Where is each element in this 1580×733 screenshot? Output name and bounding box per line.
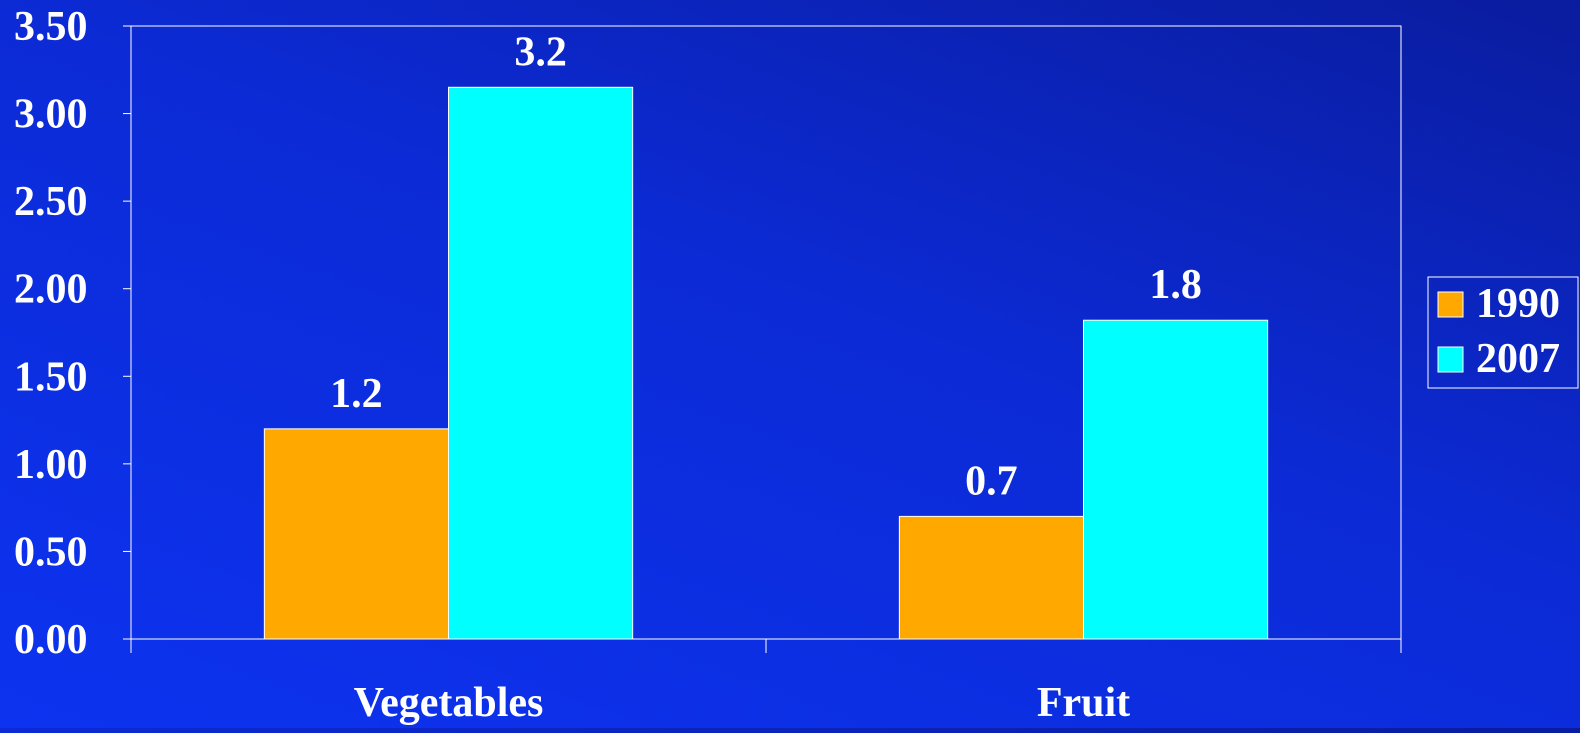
y-tick-label: 0.00 [14,617,88,663]
legend-frame [1427,276,1579,389]
y-tick-label: 1.00 [14,442,88,488]
y-axis: 0.00 0.50 1.00 1.50 2.00 2.50 3.00 3.50 [14,4,132,663]
legend-swatch-2007 [1437,346,1464,373]
bar-1990-vegetables [263,428,449,640]
legend-swatch-1990 [1437,291,1464,318]
bars-group [263,86,1269,640]
data-label: 0.7 [965,458,1018,504]
data-label: 1.8 [1149,262,1202,308]
legend-label: 1990 [1476,281,1560,327]
x-category-label: Vegetables [354,680,544,726]
bar-1990-fruit [898,515,1084,640]
data-label: 1.2 [330,371,383,417]
y-tick-label: 2.00 [14,267,88,313]
x-axis: Vegetables Fruit [130,638,1402,726]
y-tick-label: 3.00 [14,92,88,138]
y-tick-label: 1.50 [14,354,88,400]
data-labels-group: 1.2 3.2 0.7 1.8 [330,29,1202,504]
bar-2007-vegetables [448,86,634,640]
y-tick-label: 2.50 [14,179,88,225]
y-tick-label: 3.50 [14,4,88,50]
y-tick-label: 0.50 [14,529,88,575]
bar-2007-fruit [1083,319,1269,640]
x-category-label: Fruit [1037,680,1130,726]
data-label: 3.2 [514,29,567,75]
legend: 1990 2007 [1427,276,1579,389]
legend-label: 2007 [1476,336,1560,382]
